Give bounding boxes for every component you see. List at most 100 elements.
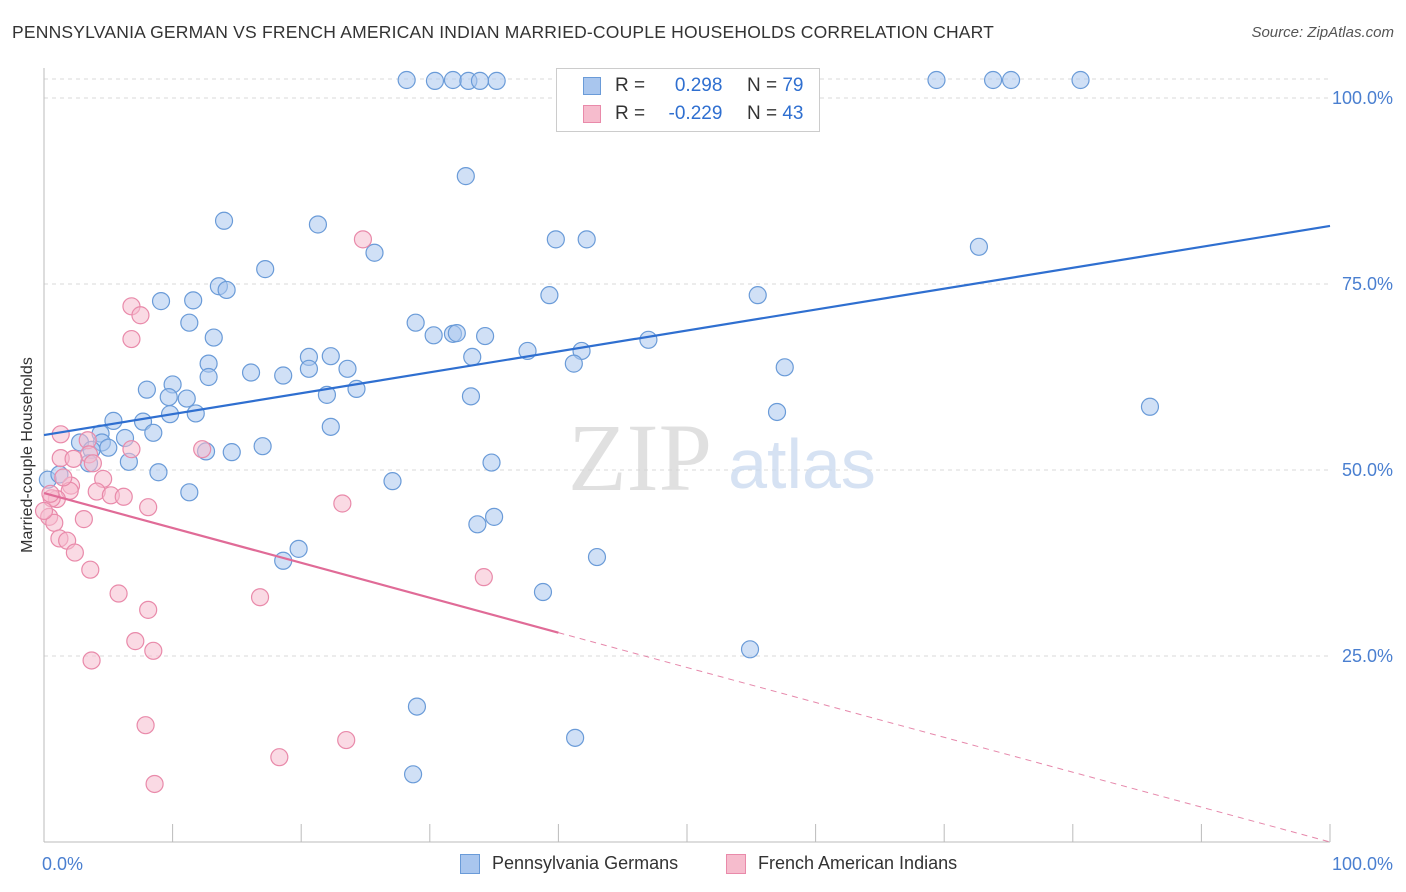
pink-point — [83, 454, 102, 473]
blue-point — [241, 363, 261, 382]
pink-point — [139, 600, 158, 619]
watermark-atlas: atlas — [728, 425, 876, 503]
blue-point — [540, 286, 559, 305]
blue-swatch — [460, 854, 480, 874]
pink-point — [126, 632, 145, 651]
blue-point — [403, 765, 423, 784]
blue-point — [767, 402, 787, 422]
legend-n-label: N = — [746, 75, 778, 96]
blue-point — [397, 70, 416, 90]
y-tick-label: 25.0% — [1342, 646, 1393, 666]
pink-point — [144, 641, 163, 660]
blue-point — [406, 313, 425, 332]
blue-point — [577, 230, 596, 249]
pink-point — [114, 487, 133, 506]
blue-point — [487, 71, 506, 90]
blue-point — [447, 324, 466, 343]
blue-point — [321, 417, 340, 436]
pink-swatch — [726, 854, 746, 874]
legend-n-value: 43 — [782, 103, 804, 124]
blue-point — [456, 167, 475, 186]
pink-point — [131, 306, 150, 325]
y-axis-label: Married-couple Households — [19, 357, 36, 553]
blue-point — [475, 326, 495, 346]
bottom-legend-label: Pennsylvania Germans — [492, 853, 679, 873]
pink-point — [82, 651, 101, 670]
blue-point — [151, 292, 171, 311]
blue-point — [222, 443, 241, 462]
y-tick-label: 50.0% — [1342, 460, 1393, 480]
blue-point — [137, 380, 156, 399]
blue-point — [180, 313, 199, 332]
blue-point — [470, 71, 490, 90]
blue-point — [1140, 397, 1160, 416]
pink-point — [139, 498, 158, 517]
blue-point — [144, 423, 163, 442]
chart-title: PENNSYLVANIA GERMAN VS FRENCH AMERICAN I… — [12, 22, 995, 42]
blue-point — [443, 70, 463, 90]
blue-point — [199, 367, 218, 387]
pink-point — [109, 584, 128, 603]
blue-point — [482, 453, 501, 472]
blue-point — [308, 215, 328, 234]
pink-point — [122, 440, 141, 459]
y-tick-label: 75.0% — [1342, 274, 1393, 294]
pink-trend-line — [43, 492, 559, 634]
blue-point — [99, 438, 118, 457]
pink-point — [193, 440, 212, 459]
blue-point — [321, 347, 340, 366]
blue-point — [104, 411, 123, 430]
blue-point — [180, 483, 199, 502]
blue-point — [775, 358, 794, 377]
legend-r-label: R = — [615, 103, 646, 124]
pink-trend-extension — [558, 632, 1331, 843]
pink-point — [74, 510, 93, 529]
blue-point — [425, 71, 445, 90]
blue-point — [969, 237, 989, 256]
pink-point — [337, 730, 356, 750]
blue-point — [186, 404, 205, 423]
pink-point — [250, 588, 270, 607]
blue-point — [468, 515, 487, 534]
blue-point — [566, 728, 585, 747]
blue-point — [149, 463, 168, 482]
pink-point — [333, 494, 352, 513]
blue-point — [184, 291, 203, 310]
blue-point — [485, 507, 504, 526]
blue-point — [463, 347, 482, 367]
blue-point — [217, 280, 236, 300]
blue-point — [639, 330, 658, 349]
pink-point — [122, 329, 141, 349]
pink-point — [353, 230, 373, 249]
legend-r-label: R = — [615, 75, 646, 96]
blue-point — [1071, 70, 1090, 90]
pink-point — [64, 449, 83, 468]
blue-point — [533, 582, 553, 602]
blue-point — [383, 472, 402, 491]
blue-point — [564, 354, 583, 373]
blue-point — [365, 243, 384, 262]
source-note: Source: ZipAtlas.com — [1251, 24, 1394, 41]
pink-point — [54, 468, 73, 487]
pink-point — [136, 716, 155, 735]
blue-point — [546, 230, 565, 249]
blue-point — [177, 389, 196, 408]
blue-point — [204, 328, 223, 347]
blue-point — [289, 539, 308, 558]
blue-point — [253, 437, 272, 456]
bottom-legend-label: French American Indians — [758, 853, 958, 873]
pink-swatch — [583, 105, 601, 123]
pink-point — [65, 543, 84, 562]
x-tick-label: 0.0% — [42, 854, 83, 874]
correlation-legend: R = 0.298 N = 79 R = -0.229 N = 43 — [556, 68, 820, 132]
blue-point — [983, 70, 1003, 90]
blue-point — [274, 551, 293, 570]
blue-point — [740, 640, 760, 659]
blue-swatch — [583, 77, 601, 95]
blue-point — [927, 70, 946, 90]
blue-point — [407, 697, 427, 716]
legend-r-value: 0.298 — [674, 75, 723, 96]
legend-r-value: -0.229 — [668, 103, 723, 124]
pink-point — [81, 560, 100, 579]
